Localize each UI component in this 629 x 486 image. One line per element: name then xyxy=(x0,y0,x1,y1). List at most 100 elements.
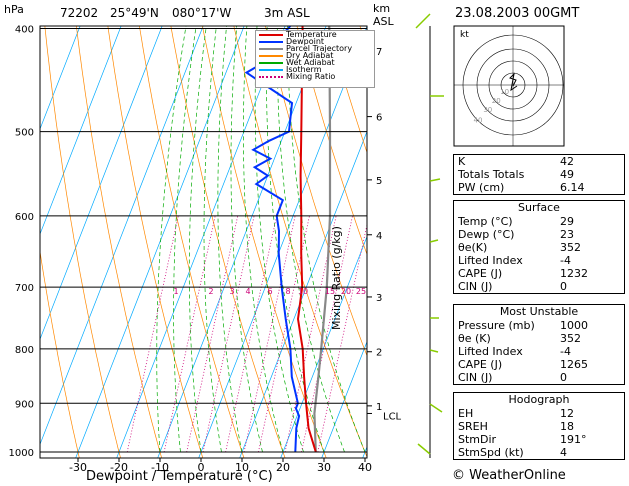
pressure-tick-label: 500 xyxy=(15,128,34,139)
dry-adiabat xyxy=(44,26,121,458)
wind-barb xyxy=(429,403,443,413)
legend-item: Mixing Ratio xyxy=(256,73,374,81)
wind-barb xyxy=(417,443,431,455)
pressure-tick-label: 400 xyxy=(15,25,34,36)
plot-frame xyxy=(39,25,368,459)
x-tick-label: 30 xyxy=(317,461,331,474)
index-table: K 42 Totals Totals 49 PW (cm) 6.14 xyxy=(453,154,625,195)
mixing-ratio-line xyxy=(225,215,278,453)
x-tick-label: -30 xyxy=(69,461,87,474)
hodo_table-row: SREH 18 xyxy=(458,420,574,433)
surface-row: Temp (°C) 29 xyxy=(458,215,574,228)
x-tick-label: 20 xyxy=(276,461,290,474)
most_unstable-row: CIN (J) 0 xyxy=(458,371,567,384)
dry-adiabat xyxy=(296,26,367,256)
mixing-ratio-label: 3 xyxy=(229,287,234,296)
mixing-ratio-line xyxy=(317,222,367,453)
mixing-ratio-label: 1 xyxy=(173,287,178,296)
wind-barb xyxy=(415,13,431,29)
station-elevation: 3m ASL xyxy=(264,6,310,20)
index-pw: PW (cm) 6.14 xyxy=(458,181,585,194)
chart-legend: Temperature Dewpoint Parcel Trajectory Dry … xyxy=(255,30,375,88)
pressure-tick-label: 900 xyxy=(15,399,34,410)
hodograph-table: Hodograph EH 12 SREH 18 StmDir 191° StmSpd (kt… xyxy=(453,392,625,460)
hodograph-ring xyxy=(500,72,526,98)
hodograph-ring-label: 20 xyxy=(492,97,501,105)
km-tick-label: 7 xyxy=(376,47,382,58)
mixing-ratio-line xyxy=(301,215,353,453)
km-unit: km xyxy=(373,2,391,15)
hodograph-table-title: Hodograph xyxy=(508,393,570,406)
dry-adiabat xyxy=(40,249,80,458)
x-tick-label: 10 xyxy=(235,461,249,474)
dry-adiabat xyxy=(202,26,327,458)
surface-row: θe(K) 352 xyxy=(458,241,581,254)
mixing-ratio-label: 15 xyxy=(325,287,335,296)
surface-title: Surface xyxy=(518,201,560,214)
legend-item: Dewpoint xyxy=(256,38,374,46)
hodograph-ring xyxy=(476,48,550,122)
hodograph-ring xyxy=(488,60,538,110)
x-axis-label: Dewpoint / Temperature (°C) xyxy=(86,469,273,484)
wet-adiabat xyxy=(287,26,366,453)
legend-item: Parcel Trajectory xyxy=(256,45,374,53)
mixing-ratio-label: 25 xyxy=(356,287,366,296)
most-unstable-table: Most Unstable Pressure (mb) 1000 θe (K) 352… xyxy=(453,304,625,385)
surface-row: CAPE (J) 1232 xyxy=(458,267,588,280)
most_unstable-row: Pressure (mb) 1000 xyxy=(458,319,588,332)
wind-barb xyxy=(429,349,439,353)
isotherm-line xyxy=(239,130,367,458)
temperature-line xyxy=(296,26,317,453)
index-k: K 42 xyxy=(458,155,574,168)
km-tick-label: 2 xyxy=(376,348,382,359)
parcel-trajectory-line xyxy=(313,26,332,453)
isotherm-line xyxy=(40,26,122,236)
index-tt: Totals Totals 49 xyxy=(458,168,574,181)
wet-adiabat xyxy=(230,26,263,453)
most_unstable-row: CAPE (J) 1265 xyxy=(458,358,588,371)
hodo_table-row: StmDir 191° xyxy=(458,433,587,446)
hodograph-frame xyxy=(453,25,565,147)
wet-adiabat xyxy=(243,26,284,453)
lcl-label: LCL xyxy=(383,411,402,422)
km-asl-unit: ASL xyxy=(373,15,394,28)
mixing-ratio-label: 4 xyxy=(245,287,250,296)
mixing-ratio-label: 20 xyxy=(341,287,351,296)
surface-row: Dewp (°C) 23 xyxy=(458,228,574,241)
pressure-tick-label: 800 xyxy=(15,345,34,356)
wind-barb-column xyxy=(415,13,444,458)
surface-row: Lifted Index -4 xyxy=(458,254,571,267)
x-tick-label: 40 xyxy=(358,461,372,474)
legend-item: Dry Adiabat xyxy=(256,52,374,60)
datetime: 23.08.2003 00GMT xyxy=(455,6,580,21)
mixing-ratio-label: 6 xyxy=(267,287,272,296)
pressure-tick-label: 600 xyxy=(15,212,34,223)
hodograph-ring-label: 30 xyxy=(483,106,492,114)
station-lat: 25°49'N xyxy=(110,6,159,20)
dry-adiabat xyxy=(76,26,163,458)
wet-adiabat xyxy=(254,26,304,453)
most_unstable-row: Lifted Index -4 xyxy=(458,345,571,358)
most-unstable-title: Most Unstable xyxy=(499,305,579,318)
dewpoint-line xyxy=(244,26,301,453)
isotherm-line xyxy=(321,340,367,458)
wet-adiabat xyxy=(217,26,243,453)
mixing-ratio-axis-label: Mixing Ratio (g/kg) xyxy=(330,226,343,330)
isotherm-line xyxy=(75,26,245,458)
pressure-tick-label: 700 xyxy=(15,283,34,294)
station-lon: 080°17'W xyxy=(172,6,232,20)
hodograph-unit: kt xyxy=(460,30,469,40)
km-tick-label: 1 xyxy=(376,402,382,413)
surface-row: CIN (J) 0 xyxy=(458,280,567,293)
km-tick-label: 6 xyxy=(376,113,382,124)
hodo_table-row: StmSpd (kt) 4 xyxy=(458,446,567,459)
wet-adiabat xyxy=(156,26,187,453)
mixing-ratio-label: 2 xyxy=(208,287,213,296)
hodograph-ring xyxy=(462,34,564,136)
mixing-ratio-line xyxy=(126,215,179,453)
legend-item: Isotherm xyxy=(256,66,374,74)
dry-adiabat xyxy=(233,26,367,458)
isotherm-line xyxy=(116,26,286,458)
hodo_table-row: EH 12 xyxy=(458,407,574,420)
